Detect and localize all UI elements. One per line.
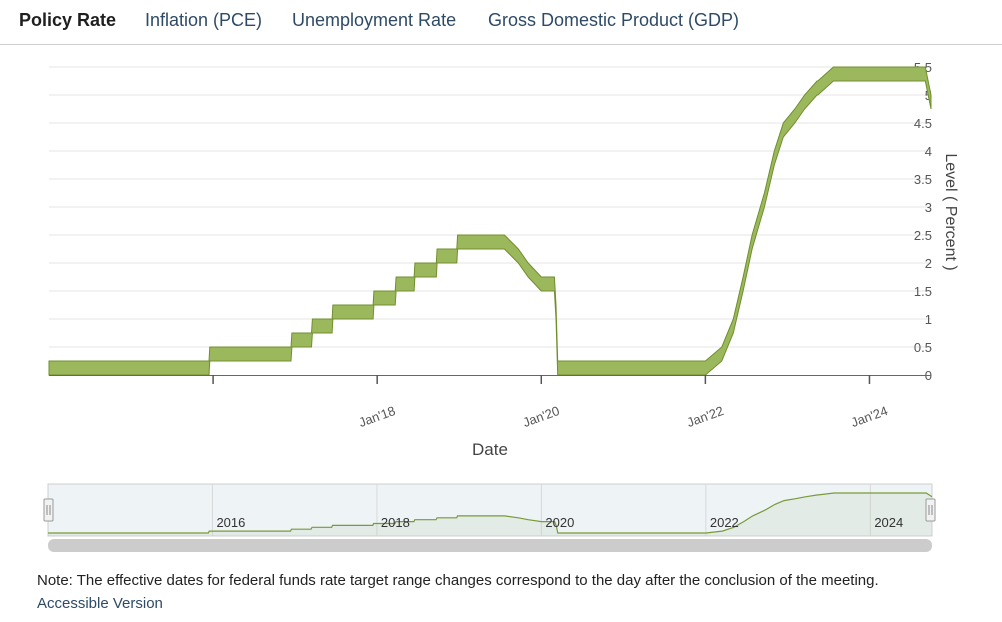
y-tick-label: 1.5 — [914, 284, 932, 299]
navigator-scrollbar[interactable] — [48, 539, 932, 552]
tab-unemployment-rate[interactable]: Unemployment Rate — [292, 10, 457, 30]
navigator-year-label: 2020 — [545, 515, 574, 530]
x-tick-label: Jan'24 — [849, 403, 890, 430]
navigator-year-label: 2018 — [381, 515, 410, 530]
tab-policy-rate[interactable]: Policy Rate — [19, 10, 117, 30]
x-axis-title: Date — [472, 440, 508, 459]
navigator-series-line — [48, 492, 933, 534]
x-tick-label: Jan'22 — [685, 403, 726, 430]
navigator-labels: 2016 2018 2020 2022 2024 — [216, 515, 903, 530]
y-tick-label: 1 — [925, 312, 932, 327]
chart-note: Note: The effective dates for federal fu… — [37, 572, 879, 589]
policy-rate-chart: 00.511.522.533.544.555.5 Level ( Percent… — [43, 60, 959, 552]
x-tick-label: Jan'20 — [521, 403, 562, 430]
y-tick-label: 4.5 — [914, 116, 932, 131]
y-tick-label: 4 — [925, 144, 932, 159]
y-axis-title: Level ( Percent ) — [942, 153, 959, 270]
y-axis-ticks: 00.511.522.533.544.555.5 — [914, 60, 932, 383]
navigator-left-handle[interactable] — [43, 498, 54, 522]
navigator-year-label: 2022 — [710, 515, 739, 530]
navigator-grid — [211, 484, 871, 536]
navigator-right-handle[interactable] — [925, 498, 936, 522]
tab-inflation-pce[interactable]: Inflation (PCE) — [145, 10, 263, 30]
x-tick-label: Jan'18 — [357, 403, 398, 430]
navigator-year-label: 2024 — [874, 515, 903, 530]
chart-tab-bar: Policy Rate Inflation (PCE) Unemployment… — [0, 0, 1002, 45]
navigator-year-label: 2016 — [216, 515, 245, 530]
y-tick-label: 0.5 — [914, 340, 932, 355]
tab-gdp[interactable]: Gross Domestic Product (GDP) — [488, 10, 740, 30]
y-tick-label: 2 — [925, 256, 932, 271]
y-tick-label: 3 — [925, 200, 932, 215]
rate-range-band[interactable] — [48, 66, 932, 376]
x-axis-ticks: Jan'18 Jan'20 Jan'22 Jan'24 — [212, 375, 890, 430]
y-tick-label: 2.5 — [914, 228, 932, 243]
y-tick-label: 3.5 — [914, 172, 932, 187]
navigator-area — [48, 493, 932, 536]
range-navigator[interactable]: 2016 2018 2020 2022 2024 — [43, 483, 936, 552]
accessible-version-link[interactable]: Accessible Version — [37, 595, 163, 612]
